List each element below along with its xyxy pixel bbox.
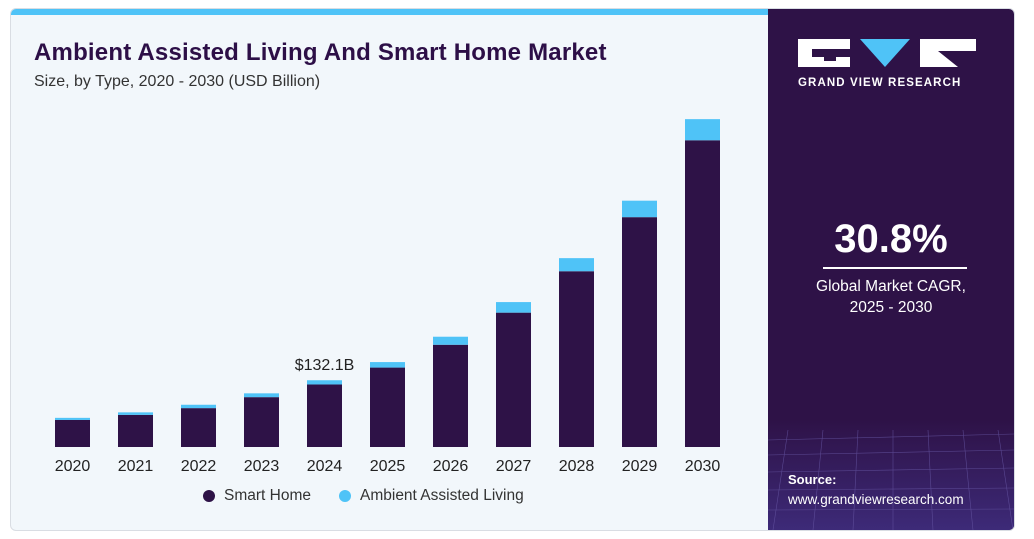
bar-smart-home-2020: [55, 419, 90, 447]
x-tick-label-2023: 2023: [244, 458, 280, 475]
legend-swatch-aal: [339, 490, 351, 502]
x-tick-label-2020: 2020: [55, 458, 91, 475]
legend-item-aal: Ambient Assisted Living: [339, 487, 524, 505]
x-tick-label-2022: 2022: [181, 458, 217, 475]
cagr-divider: [823, 267, 967, 269]
cagr-label-line1: Global Market CAGR,: [816, 278, 966, 295]
legend: Smart Home Ambient Assisted Living: [203, 487, 552, 505]
legend-label-aal: Ambient Assisted Living: [360, 487, 524, 504]
cagr-value: 30.8%: [834, 217, 948, 261]
x-tick-label-2028: 2028: [559, 458, 595, 475]
bar-smart-home-2030: [685, 140, 720, 447]
bar-smart-home-2021: [118, 414, 153, 447]
cagr-label-line2: 2025 - 2030: [849, 299, 933, 316]
chart-title: Ambient Assisted Living And Smart Home M…: [34, 39, 607, 66]
bar-aal-2026: [433, 336, 468, 345]
bar-aal-2025: [370, 362, 405, 368]
bar-aal-2030: [685, 119, 720, 141]
bar-aal-2021: [118, 412, 153, 415]
source-label: Source:: [788, 472, 837, 487]
bar-smart-home-2025: [370, 367, 405, 447]
bar-aal-2029: [622, 200, 657, 218]
chart-subtitle: Size, by Type, 2020 - 2030 (USD Billion): [34, 73, 321, 90]
x-tick-label-2025: 2025: [370, 458, 406, 475]
decorative-grid: [768, 420, 1014, 530]
bar-smart-home-2024: [307, 384, 342, 447]
x-tick-label-2027: 2027: [496, 458, 532, 475]
bar-smart-home-2023: [244, 397, 279, 447]
bar-smart-home-2029: [622, 217, 657, 447]
grand-view-research-logo: [798, 39, 976, 67]
x-tick-label-2026: 2026: [433, 458, 469, 475]
legend-label-smart-home: Smart Home: [224, 487, 311, 504]
bar-aal-2020: [55, 417, 90, 420]
bar-smart-home-2022: [181, 408, 216, 447]
bar-aal-2024: [307, 380, 342, 385]
bar-smart-home-2026: [433, 344, 468, 447]
bar-smart-home-2028: [559, 271, 594, 447]
data-label-2024: $132.1B: [295, 357, 355, 374]
x-tick-label-2029: 2029: [622, 458, 658, 475]
source-url: www.grandviewresearch.com: [788, 492, 964, 507]
legend-swatch-smart-home: [203, 490, 215, 502]
bar-chart: 2020 2021 2022 2023 2024 $132.1B 2025 2026 2027 2…: [55, 119, 721, 475]
cagr-label: Global Market CAGR, 2025 - 2030: [768, 276, 1014, 318]
bar-aal-2028: [559, 258, 594, 272]
info-panel: GRAND VIEW RESEARCH 30.8% Global Market …: [768, 9, 1014, 530]
bar-aal-2027: [496, 302, 531, 313]
bar-aal-2023: [244, 393, 279, 398]
x-tick-label-2024: 2024: [307, 458, 343, 475]
legend-item-smart-home: Smart Home: [203, 487, 311, 505]
chart-card: Ambient Assisted Living And Smart Home M…: [10, 8, 1015, 531]
bar-smart-home-2027: [496, 312, 531, 447]
brand-name: GRAND VIEW RESEARCH: [798, 77, 962, 89]
x-tick-label-2030: 2030: [685, 458, 721, 475]
accent-bar: [11, 9, 768, 15]
bar-aal-2022: [181, 404, 216, 409]
x-tick-label-2021: 2021: [118, 458, 154, 475]
